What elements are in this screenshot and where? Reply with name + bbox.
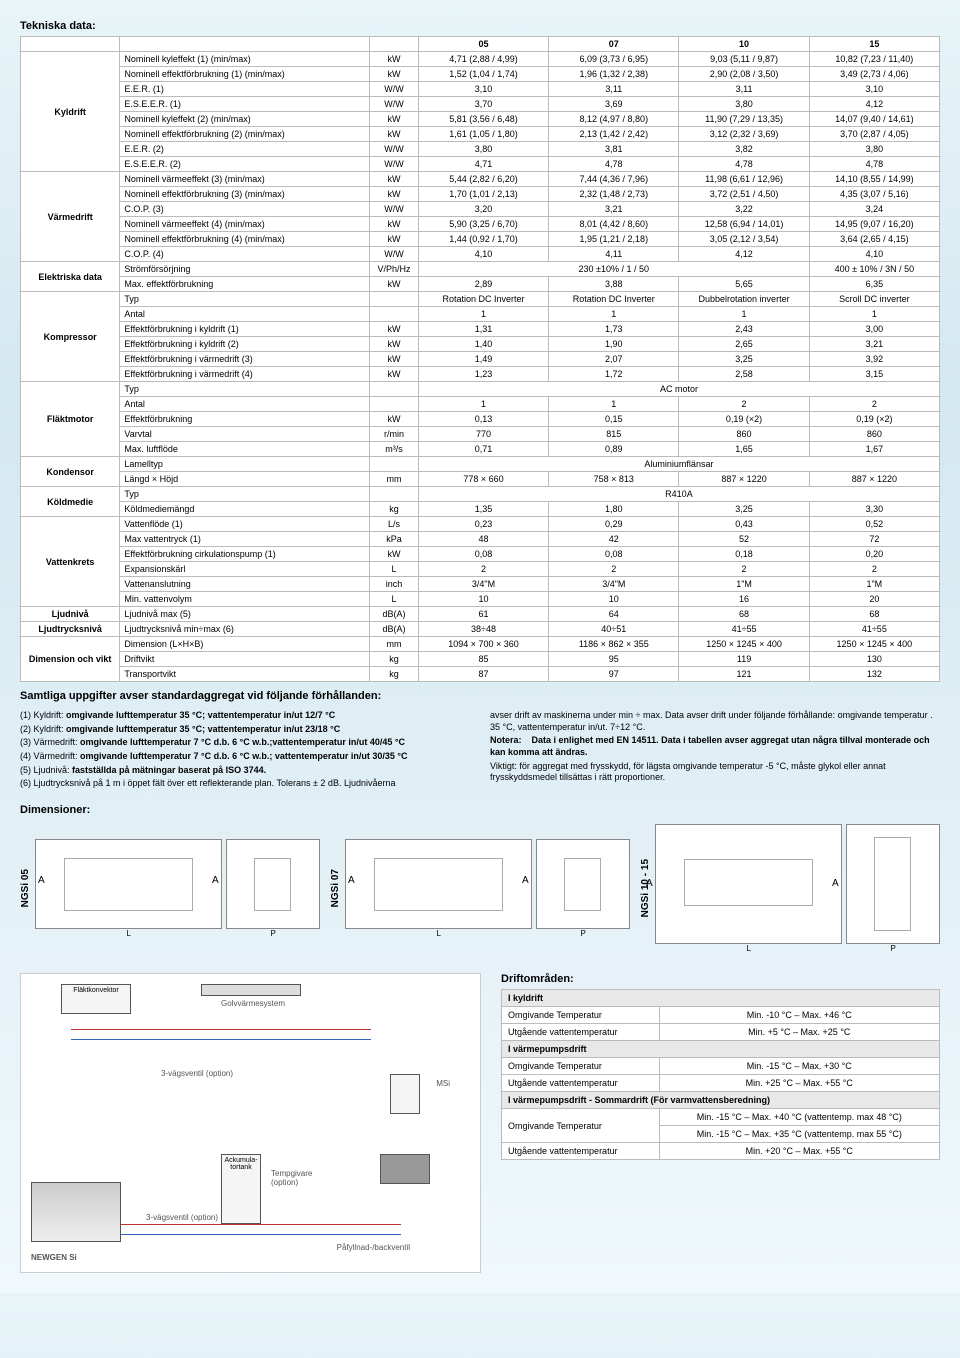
notes-section: (1) Kyldrift: omgivande lufttemperatur 3…: [20, 710, 940, 792]
drift-title: Driftområden:: [501, 973, 940, 985]
drift-table: I kyldrift Omgivande TemperaturMin. -10 …: [501, 989, 940, 1160]
dimensioner-title: Dimensioner:: [20, 804, 940, 816]
tekniska-title: Tekniska data:: [20, 20, 940, 32]
schematic-diagram: Fläktkonvektor Golvvärmesystem 3-vägsven…: [20, 973, 481, 1273]
dimension-diagrams: NGSi 05 AA L P NGSi 07 AA L: [20, 824, 940, 953]
notes-title: Samtliga uppgifter avser standardaggrega…: [20, 690, 940, 702]
main-specs-table: 05 07 10 15 KyldriftNominell kyleffekt (…: [20, 36, 940, 682]
